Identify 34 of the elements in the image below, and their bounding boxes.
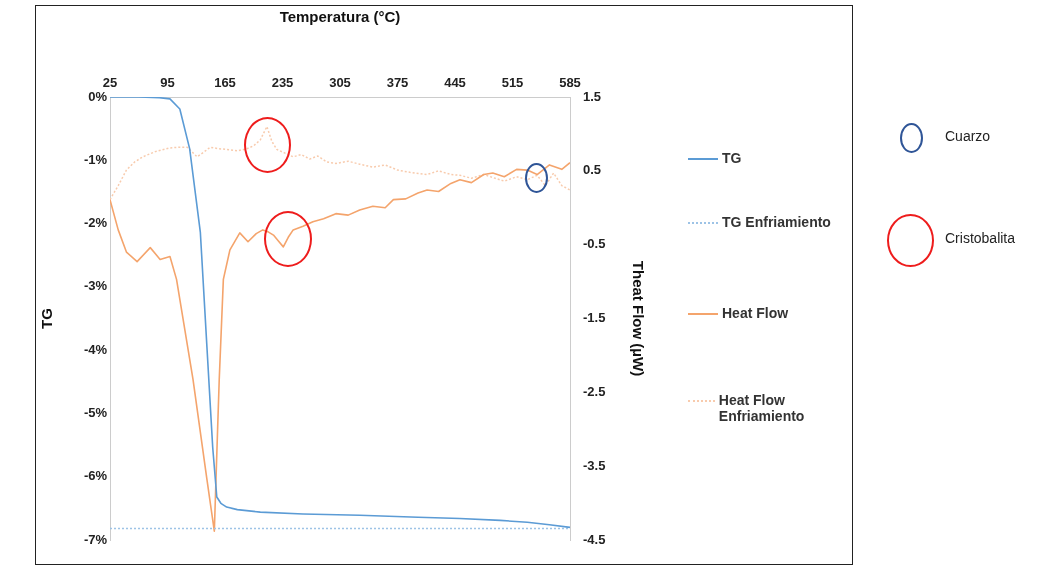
x-axis-title: Temperatura (°C) bbox=[279, 8, 401, 26]
y-tick-label: 0% bbox=[88, 88, 108, 104]
legend-label: TG bbox=[722, 150, 742, 166]
x-tick-label: 375 bbox=[386, 74, 409, 90]
y2-tick-label: -4.5 bbox=[583, 531, 606, 547]
y2-tick-label: 1.5 bbox=[583, 88, 602, 104]
y-axis-title: TG bbox=[38, 308, 56, 329]
legend-label: TG Enfriamiento bbox=[722, 214, 831, 230]
x-tick-label: 305 bbox=[329, 74, 351, 90]
x-tick-label: 25 bbox=[102, 74, 118, 90]
x-tick-label: 515 bbox=[501, 74, 524, 90]
line-series bbox=[110, 125, 570, 201]
text: Cuarzo bbox=[945, 128, 991, 144]
y2-tick-label: 0.5 bbox=[583, 162, 602, 178]
y2-tick-label: -2.5 bbox=[583, 383, 606, 399]
y-tick-label: -7% bbox=[83, 531, 108, 547]
y-tick-label: -3% bbox=[83, 278, 108, 294]
y-tick-label: -6% bbox=[83, 468, 108, 484]
y2-tick-label: -0.5 bbox=[583, 236, 606, 252]
text: Cristobalita bbox=[945, 230, 1016, 246]
y2-tick-label: -1.5 bbox=[583, 310, 606, 326]
x-tick-label: 95 bbox=[160, 74, 175, 90]
x-tick-label: 445 bbox=[444, 74, 466, 90]
y2-axis-title: Theat Flow (µW) bbox=[629, 260, 647, 377]
legend-label: Heat Flow bbox=[722, 305, 789, 321]
y-tick-label: -4% bbox=[83, 341, 108, 357]
y-tick-label: -2% bbox=[83, 215, 108, 231]
x-tick-label: 235 bbox=[271, 74, 294, 90]
x-tick-label: 165 bbox=[214, 74, 236, 90]
legend-label: Heat Flow Enfriamiento bbox=[718, 392, 806, 424]
y2-tick-label: -3.5 bbox=[583, 457, 606, 473]
x-tick-label: 585 bbox=[559, 74, 581, 90]
y-tick-label: -1% bbox=[83, 151, 108, 167]
y-tick-label: -5% bbox=[83, 405, 108, 421]
